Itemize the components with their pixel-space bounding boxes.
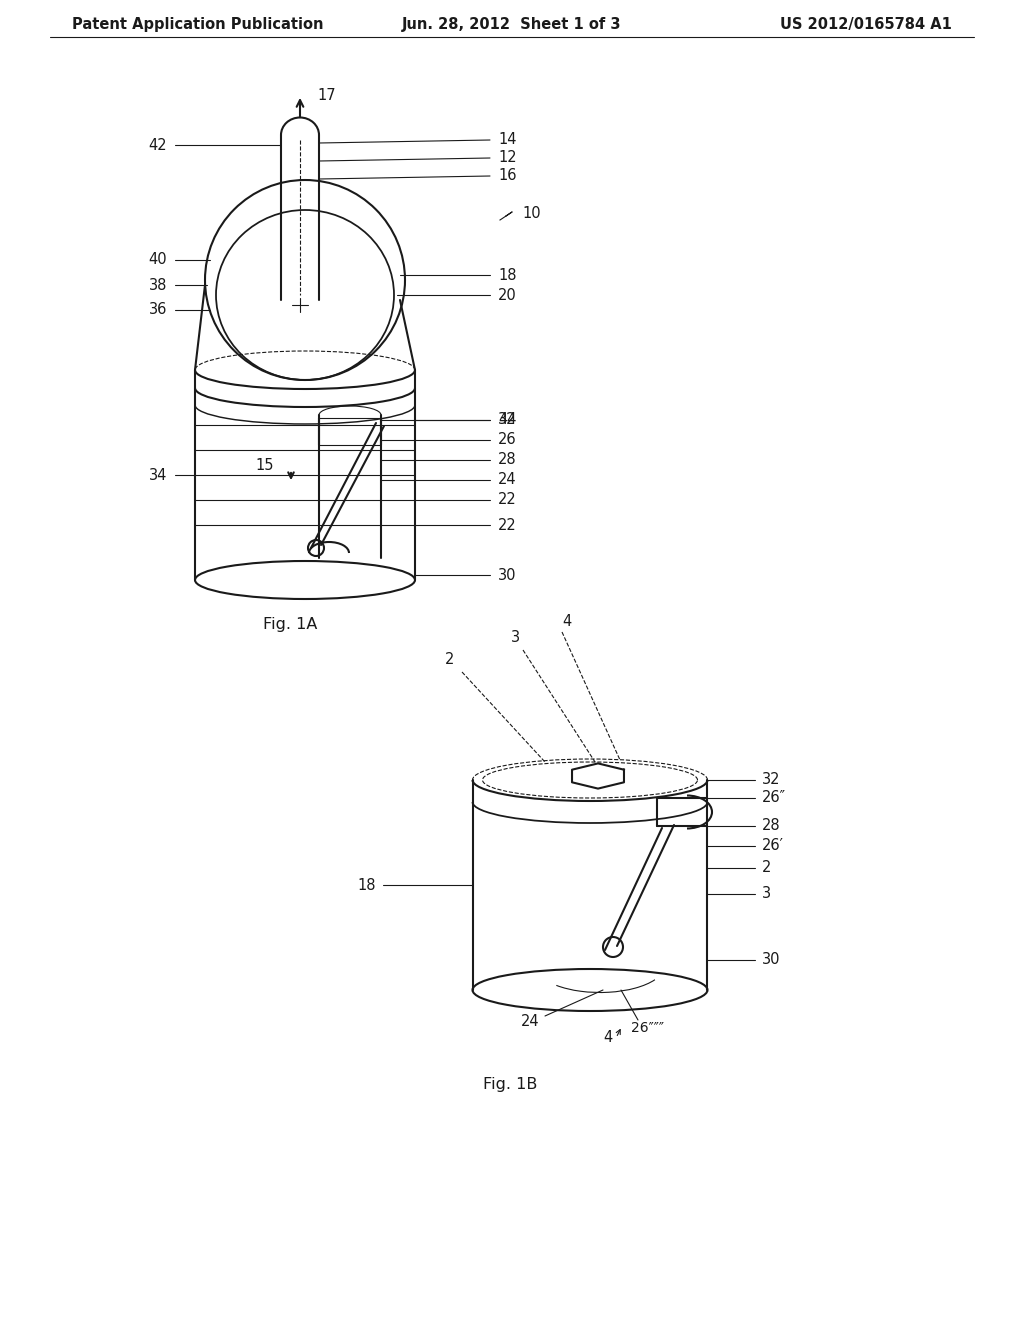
Text: 10: 10 xyxy=(522,206,541,222)
Text: 3: 3 xyxy=(510,631,519,645)
Text: 22: 22 xyxy=(498,517,517,532)
Text: 4: 4 xyxy=(562,615,571,630)
Text: 20: 20 xyxy=(498,288,517,302)
Text: Fig. 1A: Fig. 1A xyxy=(263,618,317,632)
Text: Fig. 1B: Fig. 1B xyxy=(482,1077,538,1093)
Text: 17: 17 xyxy=(317,87,336,103)
Text: 32: 32 xyxy=(762,772,780,788)
Text: 26: 26 xyxy=(498,433,517,447)
Text: 28: 28 xyxy=(498,453,517,467)
Text: 24: 24 xyxy=(520,1015,540,1030)
Text: 36: 36 xyxy=(148,302,167,318)
Text: 16: 16 xyxy=(498,169,516,183)
Text: 42: 42 xyxy=(148,137,167,153)
Text: 26′: 26′ xyxy=(762,838,784,854)
Text: 2: 2 xyxy=(762,861,771,875)
Text: 26″″″: 26″″″ xyxy=(632,1020,665,1035)
Text: 2: 2 xyxy=(445,652,455,668)
Text: 30: 30 xyxy=(498,568,516,582)
Text: Jun. 28, 2012  Sheet 1 of 3: Jun. 28, 2012 Sheet 1 of 3 xyxy=(402,17,622,33)
Text: US 2012/0165784 A1: US 2012/0165784 A1 xyxy=(780,17,952,33)
Text: 24: 24 xyxy=(498,473,517,487)
Text: 26″: 26″ xyxy=(762,791,786,805)
Text: 30: 30 xyxy=(762,953,780,968)
Text: 40: 40 xyxy=(148,252,167,268)
Text: 38: 38 xyxy=(148,277,167,293)
Text: 44: 44 xyxy=(498,412,516,428)
Text: 18: 18 xyxy=(357,878,376,892)
Text: 18: 18 xyxy=(498,268,516,282)
Text: 12: 12 xyxy=(498,150,517,165)
Text: 4: 4 xyxy=(603,1031,612,1045)
Text: 32: 32 xyxy=(498,412,516,428)
Text: 14: 14 xyxy=(498,132,516,148)
Text: Patent Application Publication: Patent Application Publication xyxy=(72,17,324,33)
Text: 22: 22 xyxy=(498,492,517,507)
Text: 15: 15 xyxy=(256,458,274,474)
Text: 34: 34 xyxy=(148,467,167,483)
Text: 28: 28 xyxy=(762,818,780,833)
Text: 3: 3 xyxy=(762,887,771,902)
